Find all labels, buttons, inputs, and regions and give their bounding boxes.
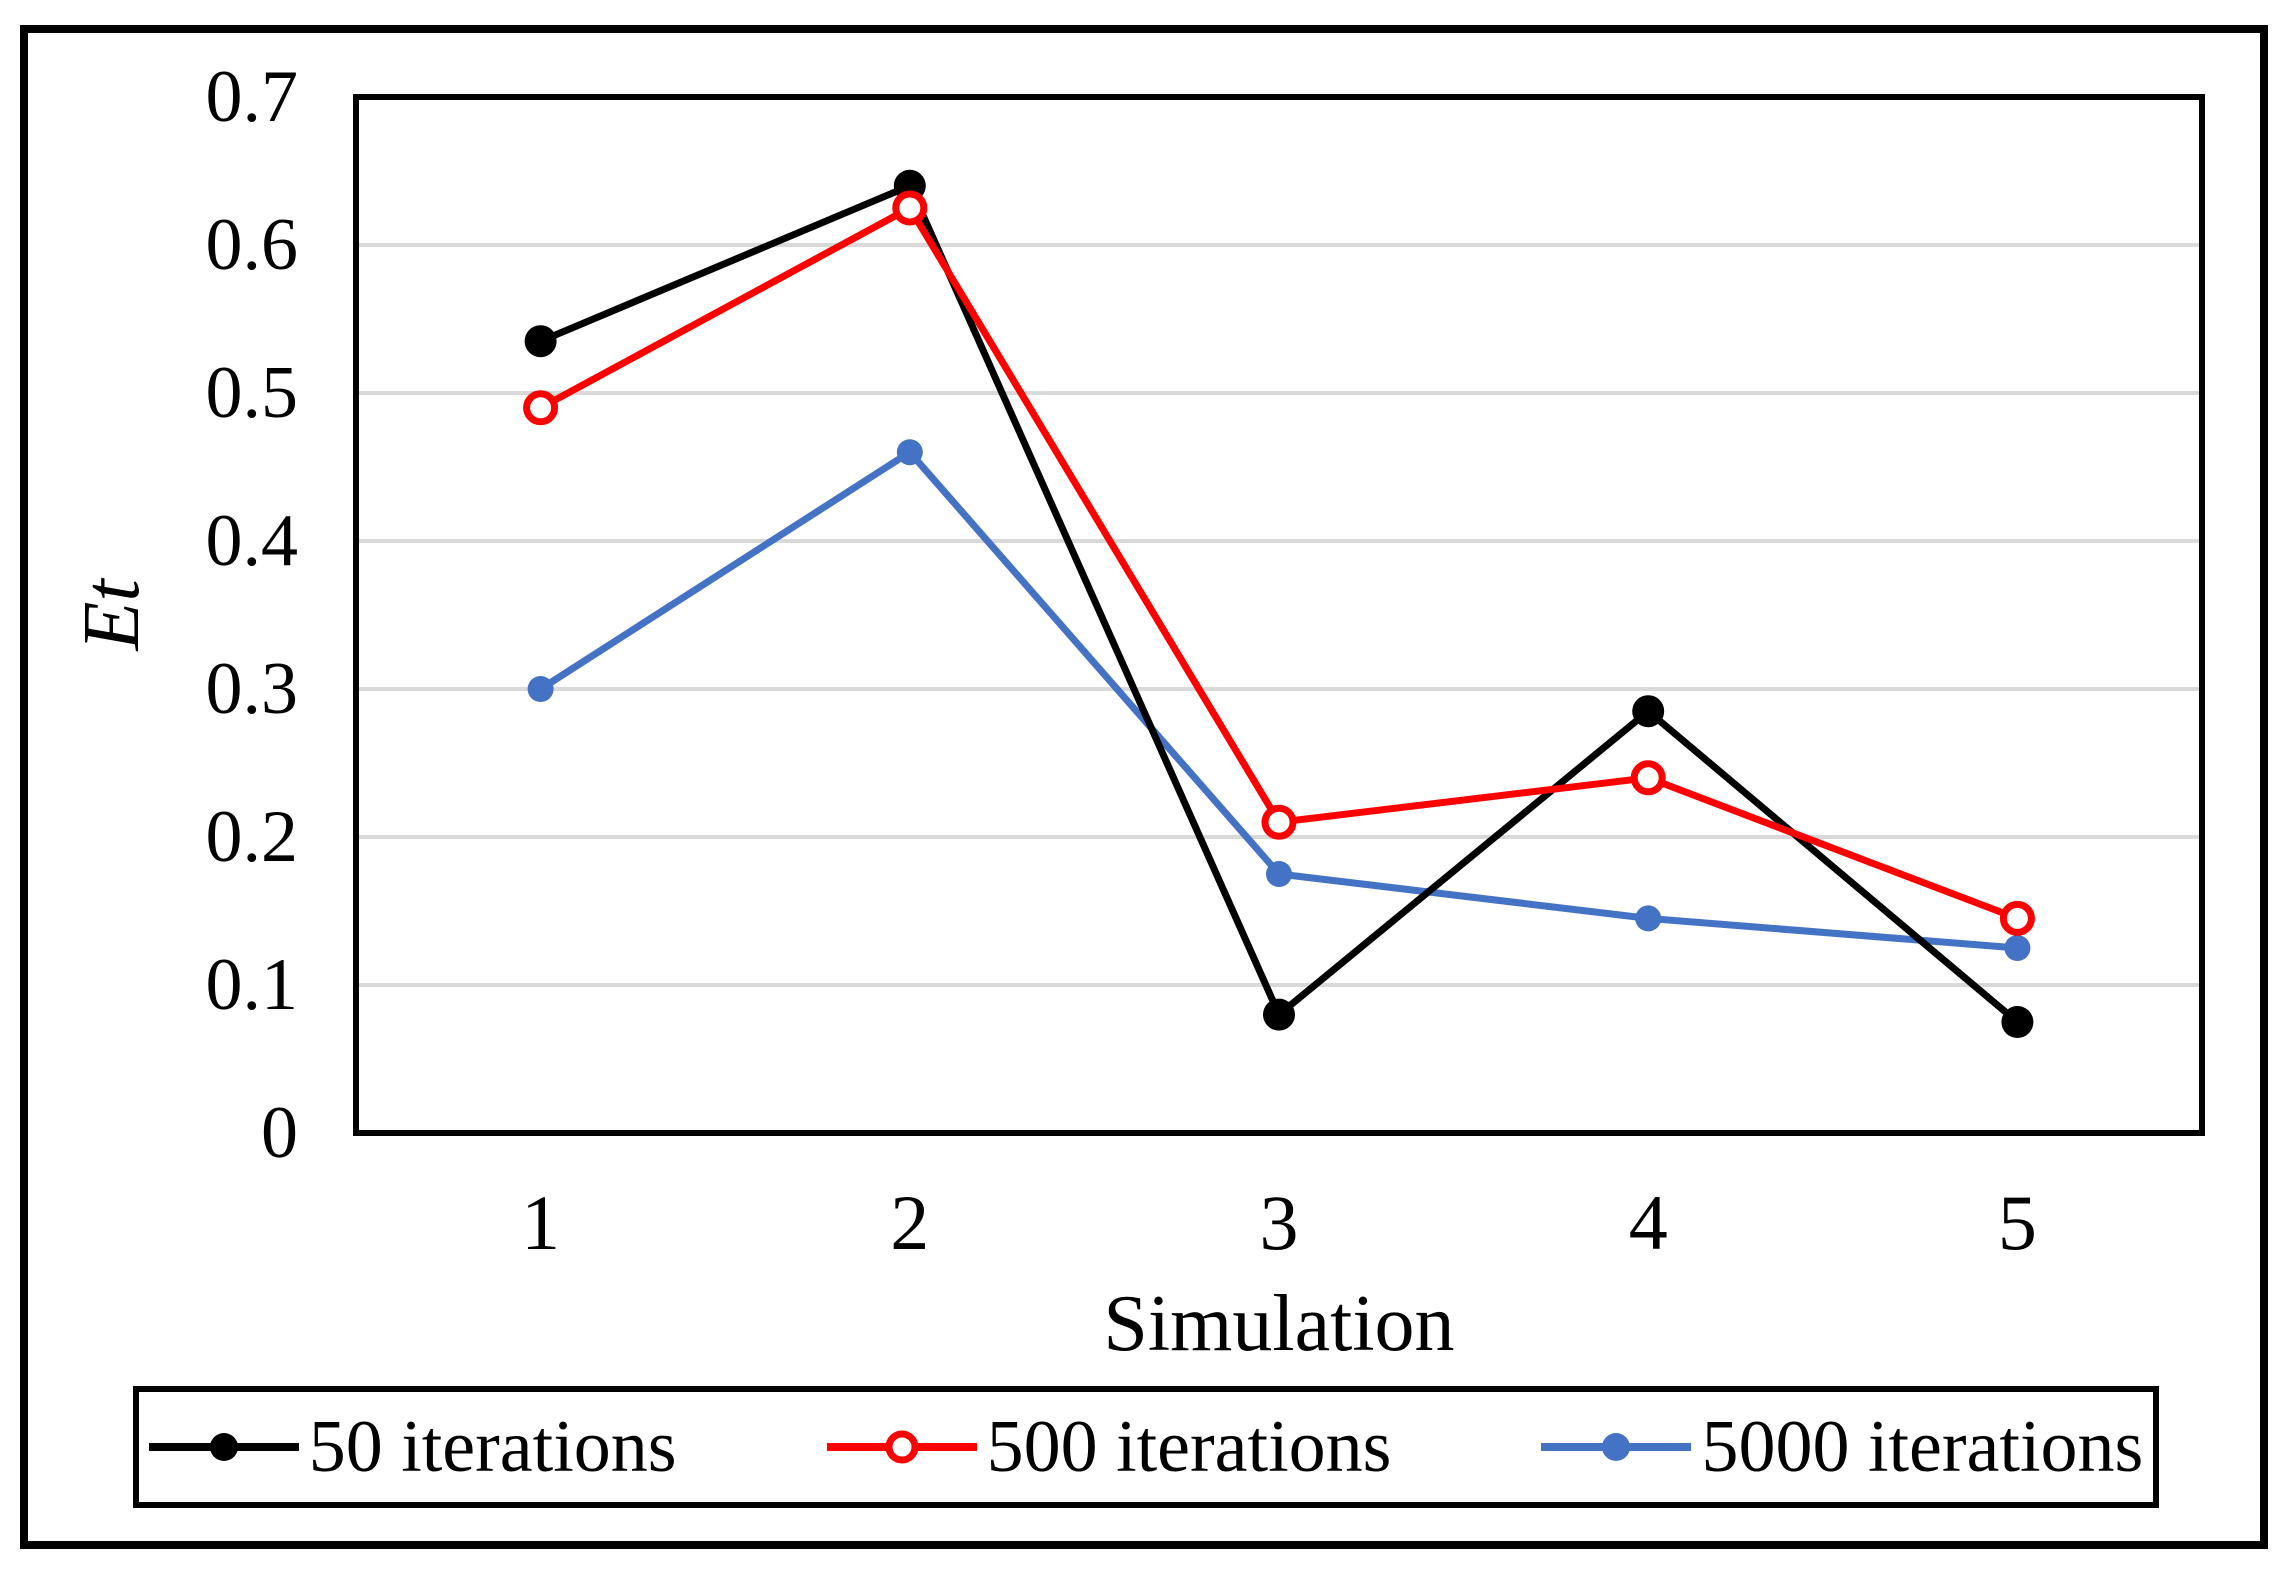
y-tick-label: 0.2 <box>205 796 299 878</box>
data-point-marker <box>1261 804 1297 840</box>
y-tick-label: 0.1 <box>205 944 299 1026</box>
y-tick-label: 0.3 <box>205 648 299 730</box>
x-tick-label: 2 <box>890 1179 930 1266</box>
series-line-50-iterations <box>537 182 2021 1026</box>
legend-marker-glyph <box>826 1430 977 1464</box>
y-tick-label: 0.6 <box>205 204 299 286</box>
legend-label-50-iterations: 50 iterations <box>308 1406 677 1488</box>
legend-label-5000-iterations: 5000 iterations <box>1701 1406 2144 1488</box>
legend-marker-50-iterations-icon <box>148 1425 299 1469</box>
legend-item-50-iterations: 50 iterations <box>148 1406 677 1488</box>
data-point-marker <box>2001 1006 2034 1038</box>
data-point-marker <box>892 190 928 226</box>
plot-frame <box>353 94 2205 1136</box>
figure-outer-border <box>20 25 2268 1549</box>
x-tick-label: 1 <box>521 1179 561 1266</box>
y-tick-label: 0.5 <box>205 352 299 434</box>
data-point-marker <box>524 325 557 358</box>
legend-label-500-iterations: 500 iterations <box>986 1406 1392 1488</box>
legend-item-500-iterations: 500 iterations <box>826 1406 1392 1488</box>
y-tick-label: 0.7 <box>205 56 299 138</box>
data-point-marker <box>527 676 554 702</box>
data-point-marker <box>1266 861 1292 887</box>
x-tick-label: 4 <box>1628 1179 1668 1266</box>
x-tick-label: 3 <box>1259 1179 1299 1266</box>
data-point-marker <box>2004 935 2031 961</box>
y-tick-label: 0 <box>261 1092 298 1174</box>
data-point-marker <box>896 439 923 466</box>
data-point-marker <box>1630 760 1666 796</box>
y-tick-label: 0.4 <box>205 500 299 582</box>
legend-marker-5000-iterations-icon <box>1541 1425 1692 1469</box>
data-point-marker <box>1635 905 1662 932</box>
y-axis-title: Et <box>68 579 156 651</box>
data-point-marker <box>1263 998 1295 1031</box>
data-point-marker <box>1632 695 1665 728</box>
legend-item-5000-iterations: 5000 iterations <box>1541 1410 2143 1484</box>
legend-marker-500-iterations-icon <box>826 1425 977 1469</box>
legend-marker-glyph <box>1541 1433 1692 1461</box>
data-point-marker <box>1999 900 2035 936</box>
legend: 50 iterations 500 iterations 5000 iterat… <box>133 1386 2159 1508</box>
x-tick-label: 5 <box>1997 1179 2037 1266</box>
x-axis-title: Simulation <box>1103 1280 1455 1368</box>
data-point-marker <box>523 390 559 426</box>
legend-marker-glyph <box>148 1433 299 1461</box>
